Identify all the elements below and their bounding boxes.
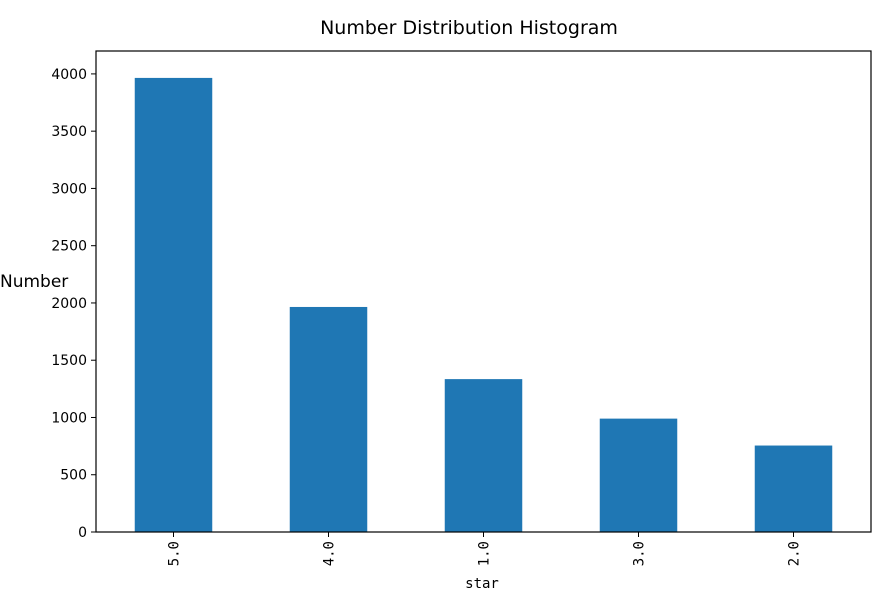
chart-title: Number Distribution Histogram: [320, 17, 618, 39]
bar-3.0: [599, 418, 678, 532]
y-tick-label: 0: [78, 525, 87, 541]
x-axis-ticks: 5.0 4.0 1.0 3.0 2.0: [167, 532, 803, 566]
y-tick-label: 500: [60, 468, 87, 484]
y-tick-label: 2500: [51, 239, 87, 255]
x-tick-label: 2.0: [787, 541, 803, 566]
bar-1.0: [444, 379, 523, 532]
x-tick-label: 1.0: [477, 541, 493, 566]
bar-2.0: [754, 445, 833, 532]
y-tick-label: 3500: [51, 124, 87, 140]
y-tick-label: 4000: [51, 67, 87, 83]
x-tick-label: 5.0: [167, 541, 183, 566]
y-tick-label: 1500: [51, 353, 87, 369]
y-axis-ticks: 0 500 1000 1500 2000 2500 3000 3500 4000: [51, 67, 96, 541]
x-tick-label: 4.0: [322, 541, 338, 566]
y-axis-label: Number: [0, 272, 68, 292]
plot-frame: [95, 50, 872, 533]
y-tick-label: 3000: [51, 181, 87, 197]
bar-5.0: [134, 77, 213, 533]
bar-4.0: [289, 306, 368, 532]
x-tick-label: 3.0: [632, 541, 648, 566]
y-tick-label: 1000: [51, 410, 87, 426]
y-tick-label: 2000: [51, 296, 87, 312]
bars-group: [134, 77, 833, 533]
x-axis-label: star: [465, 576, 499, 592]
